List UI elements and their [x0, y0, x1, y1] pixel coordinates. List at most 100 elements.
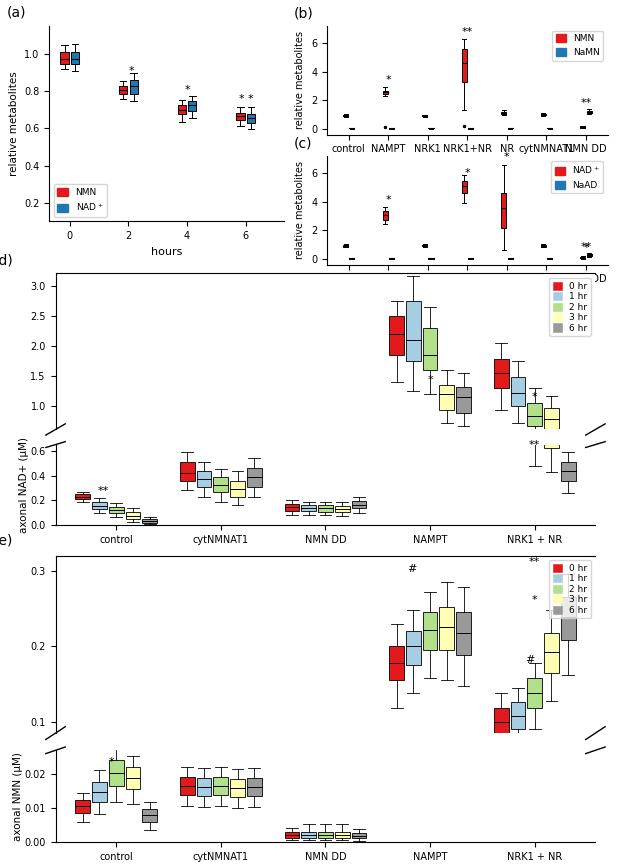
- Bar: [383, 211, 387, 220]
- Bar: [544, 102, 559, 282]
- Text: *: *: [428, 375, 433, 385]
- Text: *: *: [504, 152, 510, 162]
- Bar: [197, 783, 212, 787]
- Bar: [511, 378, 525, 406]
- Bar: [544, 633, 559, 673]
- Text: #: #: [525, 655, 534, 665]
- Bar: [71, 52, 79, 64]
- Bar: [92, 781, 107, 802]
- Bar: [528, 678, 542, 708]
- Bar: [75, 494, 90, 499]
- Legend: NAD$^+$, NaAD: NAD$^+$, NaAD: [551, 161, 603, 194]
- Bar: [352, 795, 366, 797]
- Bar: [213, 444, 228, 451]
- Text: **: **: [581, 242, 592, 252]
- Bar: [197, 471, 212, 487]
- Bar: [494, 441, 508, 563]
- Legend: 0 hr, 1 hr, 2 hr, 3 hr, 6 hr: 0 hr, 1 hr, 2 hr, 3 hr, 6 hr: [549, 560, 591, 618]
- Y-axis label: axonal NAD+ (μM): axonal NAD+ (μM): [19, 437, 29, 533]
- Bar: [352, 833, 366, 838]
- Bar: [247, 439, 262, 448]
- Y-axis label: relative metabolites: relative metabolites: [296, 161, 305, 260]
- Bar: [247, 468, 262, 487]
- Bar: [143, 464, 157, 466]
- Text: **: **: [529, 439, 540, 450]
- Bar: [423, 240, 437, 327]
- Bar: [501, 194, 507, 227]
- Bar: [352, 501, 366, 509]
- Bar: [423, 10, 437, 180]
- Text: *: *: [386, 76, 391, 85]
- Bar: [178, 105, 186, 115]
- Bar: [247, 778, 262, 796]
- Bar: [580, 257, 586, 258]
- Bar: [92, 456, 107, 459]
- Bar: [130, 80, 138, 94]
- Bar: [456, 362, 471, 414]
- Bar: [561, 436, 576, 445]
- Bar: [213, 783, 228, 787]
- Bar: [335, 795, 350, 796]
- Bar: [462, 49, 467, 82]
- Bar: [92, 784, 107, 788]
- Text: *: *: [108, 757, 114, 767]
- Bar: [284, 457, 299, 460]
- Bar: [528, 404, 542, 426]
- Bar: [494, 708, 508, 735]
- Bar: [236, 113, 244, 120]
- Text: (d): (d): [0, 253, 13, 267]
- Bar: [383, 90, 387, 95]
- Bar: [511, 702, 525, 729]
- Bar: [126, 767, 140, 789]
- Bar: [247, 783, 262, 787]
- Bar: [301, 832, 316, 838]
- Bar: [406, 300, 421, 361]
- Bar: [544, 404, 559, 448]
- Bar: [494, 359, 508, 388]
- Bar: [343, 245, 348, 247]
- Bar: [423, 328, 437, 371]
- Bar: [75, 788, 90, 791]
- Text: *: *: [583, 243, 589, 253]
- Bar: [389, 316, 404, 355]
- Bar: [92, 503, 107, 509]
- Text: **: **: [529, 557, 540, 567]
- Y-axis label: axonal NMN (μM): axonal NMN (μM): [13, 752, 23, 840]
- Bar: [180, 436, 195, 445]
- Bar: [422, 115, 427, 116]
- Bar: [318, 832, 333, 838]
- Text: #: #: [408, 564, 417, 575]
- Text: (a): (a): [7, 5, 27, 19]
- Bar: [109, 760, 123, 786]
- Bar: [301, 505, 316, 511]
- Text: *: *: [184, 85, 190, 95]
- Bar: [143, 809, 157, 822]
- Bar: [456, 612, 471, 655]
- Bar: [406, 184, 421, 308]
- Bar: [213, 777, 228, 795]
- Text: (e): (e): [0, 534, 13, 548]
- Bar: [126, 461, 140, 464]
- Y-axis label: relative metabolites: relative metabolites: [9, 71, 19, 176]
- Bar: [439, 385, 454, 410]
- Bar: [180, 783, 195, 787]
- Bar: [494, 305, 508, 364]
- Text: *: *: [465, 168, 470, 178]
- Bar: [389, 163, 404, 316]
- Bar: [284, 795, 299, 796]
- Bar: [247, 114, 255, 122]
- Bar: [318, 795, 333, 796]
- Bar: [511, 414, 525, 536]
- Bar: [423, 612, 437, 650]
- Bar: [439, 358, 454, 407]
- Bar: [544, 408, 559, 430]
- Bar: [197, 778, 212, 796]
- Text: (b): (b): [293, 6, 313, 20]
- Text: *: *: [247, 94, 253, 104]
- Bar: [318, 505, 333, 511]
- Bar: [230, 779, 245, 797]
- Bar: [511, 342, 525, 401]
- Bar: [439, 0, 454, 180]
- Bar: [389, 646, 404, 681]
- Bar: [335, 506, 350, 512]
